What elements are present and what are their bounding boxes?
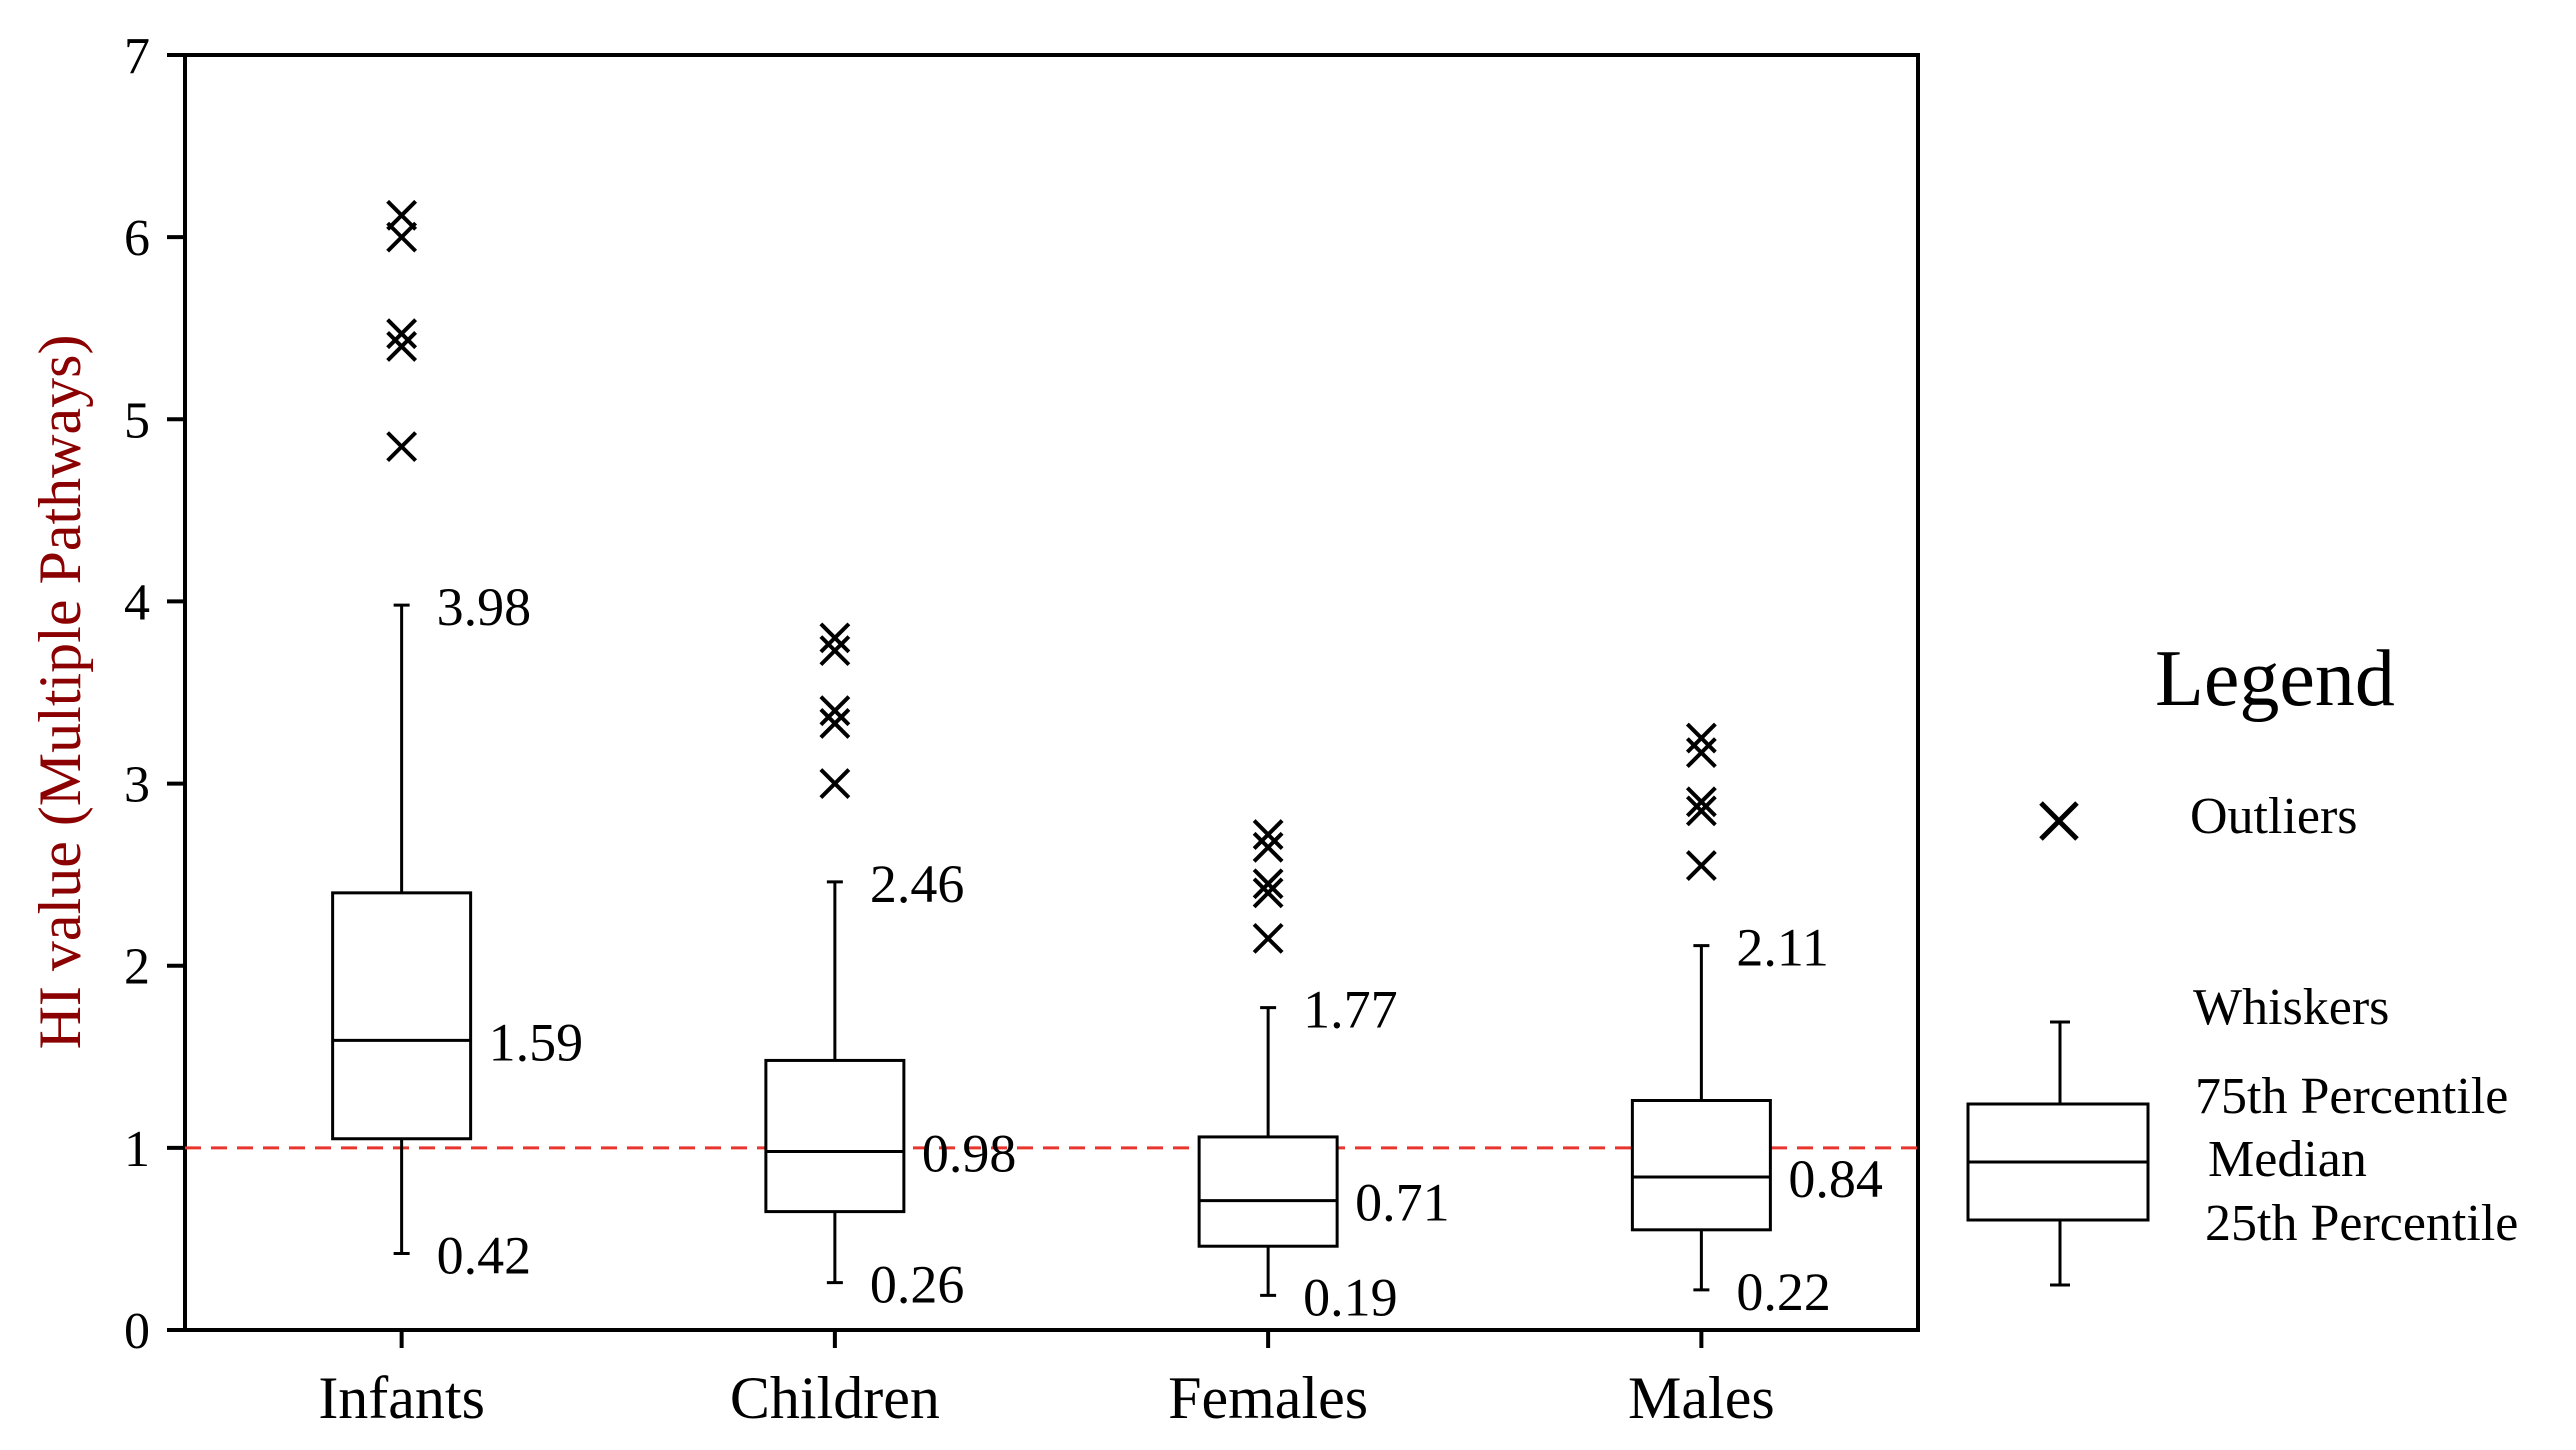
outlier-marker bbox=[1252, 922, 1284, 954]
outlier-marker bbox=[1685, 737, 1717, 769]
median-label: 1.59 bbox=[489, 1012, 584, 1072]
iqr-box bbox=[764, 1058, 906, 1214]
lower-whisker-label: 0.42 bbox=[437, 1226, 532, 1286]
y-tick-label: 2 bbox=[124, 939, 150, 996]
legend-outlier-icon bbox=[2039, 801, 2079, 841]
legend-box-icon bbox=[1966, 1020, 2150, 1287]
x-category-label: Children bbox=[730, 1365, 940, 1431]
iqr-box bbox=[1197, 1135, 1339, 1248]
upper-whisker-label: 2.11 bbox=[1736, 918, 1829, 978]
outlier-marker bbox=[819, 635, 851, 667]
y-tick-label: 0 bbox=[124, 1303, 150, 1360]
outlier-marker bbox=[386, 221, 418, 253]
y-tick-label: 7 bbox=[124, 28, 150, 85]
lower-whisker-label: 0.19 bbox=[1303, 1267, 1398, 1327]
y-tick-label: 6 bbox=[124, 210, 150, 267]
outlier-marker bbox=[386, 318, 418, 350]
outlier-marker bbox=[1252, 868, 1284, 900]
boxes-group: Infants 3.98 1.59 0.42 Children 2.46 0.98 0.26 F… bbox=[318, 199, 1883, 1431]
median-label: 0.98 bbox=[922, 1124, 1017, 1184]
y-tick-label: 1 bbox=[124, 1121, 150, 1178]
legend-title: Legend bbox=[2155, 635, 2395, 723]
legend-median-label: Median bbox=[2208, 1131, 2367, 1188]
outlier-marker bbox=[386, 431, 418, 463]
outlier-marker bbox=[819, 622, 851, 654]
box-children: Children 2.46 0.98 0.26 bbox=[730, 622, 1017, 1431]
median-label: 0.84 bbox=[1788, 1149, 1883, 1209]
box-infants: Infants 3.98 1.59 0.42 bbox=[318, 199, 584, 1431]
x-category-label: Females bbox=[1168, 1365, 1368, 1431]
lower-whisker-label: 0.22 bbox=[1736, 1262, 1831, 1322]
outlier-marker bbox=[819, 768, 851, 799]
iqr-box bbox=[1630, 1099, 1772, 1232]
lower-whisker-label: 0.26 bbox=[870, 1255, 965, 1315]
legend-p25-label: 25th Percentile bbox=[2205, 1195, 2518, 1252]
legend: Legend Outliers Whiskers 75th Percentile… bbox=[1966, 635, 2518, 1287]
outlier-marker bbox=[819, 695, 851, 727]
legend-p75-label: 75th Percentile bbox=[2195, 1068, 2508, 1125]
median-label: 0.71 bbox=[1355, 1173, 1450, 1233]
y-tick-label: 3 bbox=[124, 757, 150, 814]
x-category-label: Infants bbox=[318, 1365, 485, 1431]
outlier-marker bbox=[1252, 877, 1284, 909]
outlier-marker bbox=[386, 199, 418, 231]
x-category-label: Males bbox=[1628, 1365, 1775, 1431]
y-tick-label: 5 bbox=[124, 392, 150, 449]
upper-whisker-label: 2.46 bbox=[870, 854, 965, 914]
y-tick-label: 4 bbox=[124, 574, 150, 631]
upper-whisker-label: 1.77 bbox=[1303, 980, 1398, 1040]
iqr-box bbox=[331, 891, 473, 1141]
y-axis-label: HI value (Multiple Pathways) bbox=[27, 335, 93, 1050]
outlier-marker bbox=[1685, 722, 1717, 754]
outlier-marker bbox=[1685, 850, 1717, 881]
outlier-marker bbox=[819, 708, 851, 739]
outlier-marker bbox=[1685, 786, 1717, 818]
legend-whiskers-label: Whiskers bbox=[2193, 979, 2389, 1036]
legend-outliers-label: Outliers bbox=[2190, 788, 2358, 845]
upper-whisker-label: 3.98 bbox=[437, 577, 532, 637]
box-males: Males 2.11 0.84 0.22 bbox=[1628, 722, 1883, 1431]
y-axis-ticks: 0 1 2 3 4 5 6 7 bbox=[124, 28, 185, 1360]
outlier-marker bbox=[1252, 831, 1284, 863]
outlier-marker bbox=[1252, 819, 1284, 850]
outlier-marker bbox=[386, 331, 418, 362]
box-females: Females 1.77 0.71 0.19 bbox=[1168, 819, 1450, 1431]
outlier-marker bbox=[1685, 795, 1717, 827]
plot-frame bbox=[183, 53, 1920, 1332]
